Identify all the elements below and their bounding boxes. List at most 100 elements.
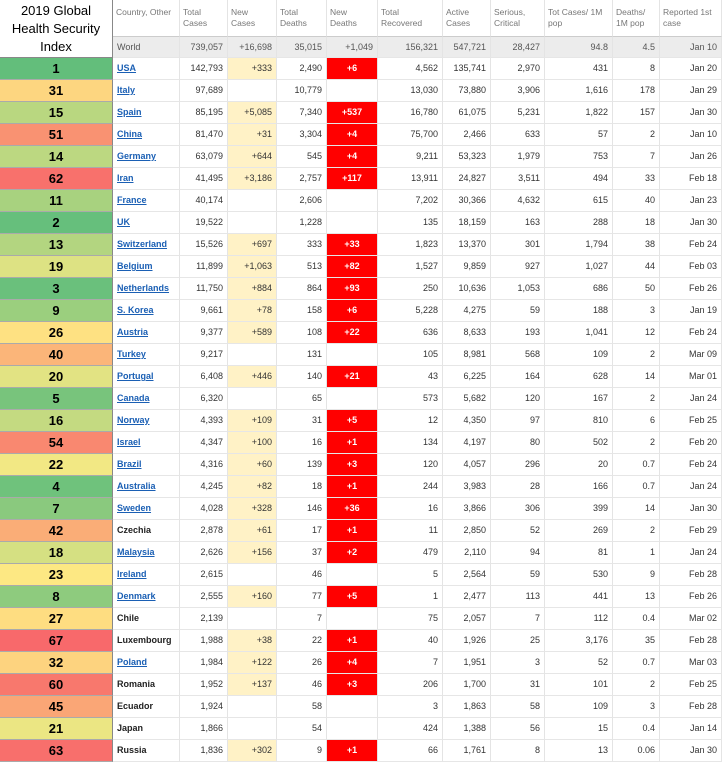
data-cell: 494 bbox=[545, 168, 613, 190]
country-cell[interactable]: Switzerland bbox=[113, 234, 180, 256]
column-header[interactable]: New Cases bbox=[228, 0, 277, 37]
data-cell: +100 bbox=[228, 432, 277, 454]
country-cell[interactable]: Sweden bbox=[113, 498, 180, 520]
ghs-rank: 15 bbox=[0, 102, 113, 124]
data-cell: +36 bbox=[327, 498, 378, 520]
data-cell bbox=[228, 388, 277, 410]
data-cell: Jan 24 bbox=[660, 388, 722, 410]
country-cell[interactable]: Canada bbox=[113, 388, 180, 410]
data-cell: 3,176 bbox=[545, 630, 613, 652]
data-cell: Feb 24 bbox=[660, 454, 722, 476]
ghs-rank: 60 bbox=[0, 674, 113, 696]
data-cell: 2 bbox=[613, 432, 660, 454]
country-cell[interactable]: Turkey bbox=[113, 344, 180, 366]
data-cell: 59 bbox=[491, 564, 545, 586]
ghs-rank: 26 bbox=[0, 322, 113, 344]
data-cell: 44 bbox=[613, 256, 660, 278]
country-cell[interactable]: Malaysia bbox=[113, 542, 180, 564]
data-cell: 1,979 bbox=[491, 146, 545, 168]
data-cell: +5 bbox=[327, 586, 378, 608]
data-cell: 4,316 bbox=[180, 454, 228, 476]
data-cell: 108 bbox=[277, 322, 327, 344]
data-cell bbox=[228, 564, 277, 586]
data-cell: 97,689 bbox=[180, 80, 228, 102]
country-cell[interactable]: S. Korea bbox=[113, 300, 180, 322]
country-cell[interactable]: Belgium bbox=[113, 256, 180, 278]
data-cell: +21 bbox=[327, 366, 378, 388]
world-cell: 4.5 bbox=[613, 37, 660, 58]
data-cell: +4 bbox=[327, 146, 378, 168]
data-cell: +6 bbox=[327, 58, 378, 80]
data-cell: +78 bbox=[228, 300, 277, 322]
column-header[interactable]: Deaths/ 1M pop bbox=[613, 0, 660, 37]
ghs-rank: 40 bbox=[0, 344, 113, 366]
country-cell[interactable]: Portugal bbox=[113, 366, 180, 388]
column-header[interactable]: Tot Cases/ 1M pop bbox=[545, 0, 613, 37]
data-cell: 3 bbox=[491, 652, 545, 674]
data-cell: 5,231 bbox=[491, 102, 545, 124]
column-header[interactable]: Country, Other bbox=[113, 0, 180, 37]
data-cell: +5,085 bbox=[228, 102, 277, 124]
data-cell: 16 bbox=[378, 498, 443, 520]
country-cell[interactable]: Germany bbox=[113, 146, 180, 168]
country-cell[interactable]: Norway bbox=[113, 410, 180, 432]
data-cell: 12 bbox=[613, 322, 660, 344]
column-header[interactable]: Total Cases bbox=[180, 0, 228, 37]
data-cell: 3,511 bbox=[491, 168, 545, 190]
data-cell: 7 bbox=[277, 608, 327, 630]
data-cell bbox=[228, 212, 277, 234]
data-cell: 0.06 bbox=[613, 740, 660, 762]
data-cell: 3,304 bbox=[277, 124, 327, 146]
data-cell: 4,393 bbox=[180, 410, 228, 432]
data-cell: 288 bbox=[545, 212, 613, 234]
country-cell[interactable]: France bbox=[113, 190, 180, 212]
country-cell[interactable]: Spain bbox=[113, 102, 180, 124]
data-cell: +137 bbox=[228, 674, 277, 696]
country-cell[interactable]: UK bbox=[113, 212, 180, 234]
data-cell: 58 bbox=[277, 696, 327, 718]
country-cell[interactable]: Iran bbox=[113, 168, 180, 190]
data-cell: 50 bbox=[613, 278, 660, 300]
country-cell[interactable]: USA bbox=[113, 58, 180, 80]
column-header[interactable]: Total Recovered bbox=[378, 0, 443, 37]
data-cell: 633 bbox=[491, 124, 545, 146]
world-cell: +16,698 bbox=[228, 37, 277, 58]
country-cell[interactable]: Brazil bbox=[113, 454, 180, 476]
data-cell: 85,195 bbox=[180, 102, 228, 124]
country-cell[interactable]: Poland bbox=[113, 652, 180, 674]
country-cell[interactable]: Netherlands bbox=[113, 278, 180, 300]
data-cell: 479 bbox=[378, 542, 443, 564]
country-cell[interactable]: Israel bbox=[113, 432, 180, 454]
country-cell[interactable]: Austria bbox=[113, 322, 180, 344]
data-cell: +333 bbox=[228, 58, 277, 80]
data-cell: 1,822 bbox=[545, 102, 613, 124]
data-cell: 56 bbox=[491, 718, 545, 740]
data-cell: 164 bbox=[491, 366, 545, 388]
country-cell[interactable]: China bbox=[113, 124, 180, 146]
data-cell: 927 bbox=[491, 256, 545, 278]
data-cell: 1,041 bbox=[545, 322, 613, 344]
ghs-rank: 7 bbox=[0, 498, 113, 520]
data-cell bbox=[327, 190, 378, 212]
column-header[interactable]: Total Deaths bbox=[277, 0, 327, 37]
data-cell bbox=[327, 212, 378, 234]
column-header[interactable]: Reported 1st case bbox=[660, 0, 722, 37]
data-cell: 1,951 bbox=[443, 652, 491, 674]
data-cell: +697 bbox=[228, 234, 277, 256]
data-cell: 9,661 bbox=[180, 300, 228, 322]
data-cell: Feb 26 bbox=[660, 586, 722, 608]
country-cell[interactable]: Italy bbox=[113, 80, 180, 102]
ghs-rank: 13 bbox=[0, 234, 113, 256]
column-header[interactable]: Serious, Critical bbox=[491, 0, 545, 37]
column-header[interactable]: Active Cases bbox=[443, 0, 491, 37]
column-header[interactable]: New Deaths bbox=[327, 0, 378, 37]
data-cell: 6,320 bbox=[180, 388, 228, 410]
data-cell: 3,866 bbox=[443, 498, 491, 520]
country-cell[interactable]: Australia bbox=[113, 476, 180, 498]
data-cell: 2,606 bbox=[277, 190, 327, 212]
data-cell: 178 bbox=[613, 80, 660, 102]
country-cell[interactable]: Denmark bbox=[113, 586, 180, 608]
country-cell[interactable]: Ireland bbox=[113, 564, 180, 586]
data-cell: 250 bbox=[378, 278, 443, 300]
data-cell: 81 bbox=[545, 542, 613, 564]
